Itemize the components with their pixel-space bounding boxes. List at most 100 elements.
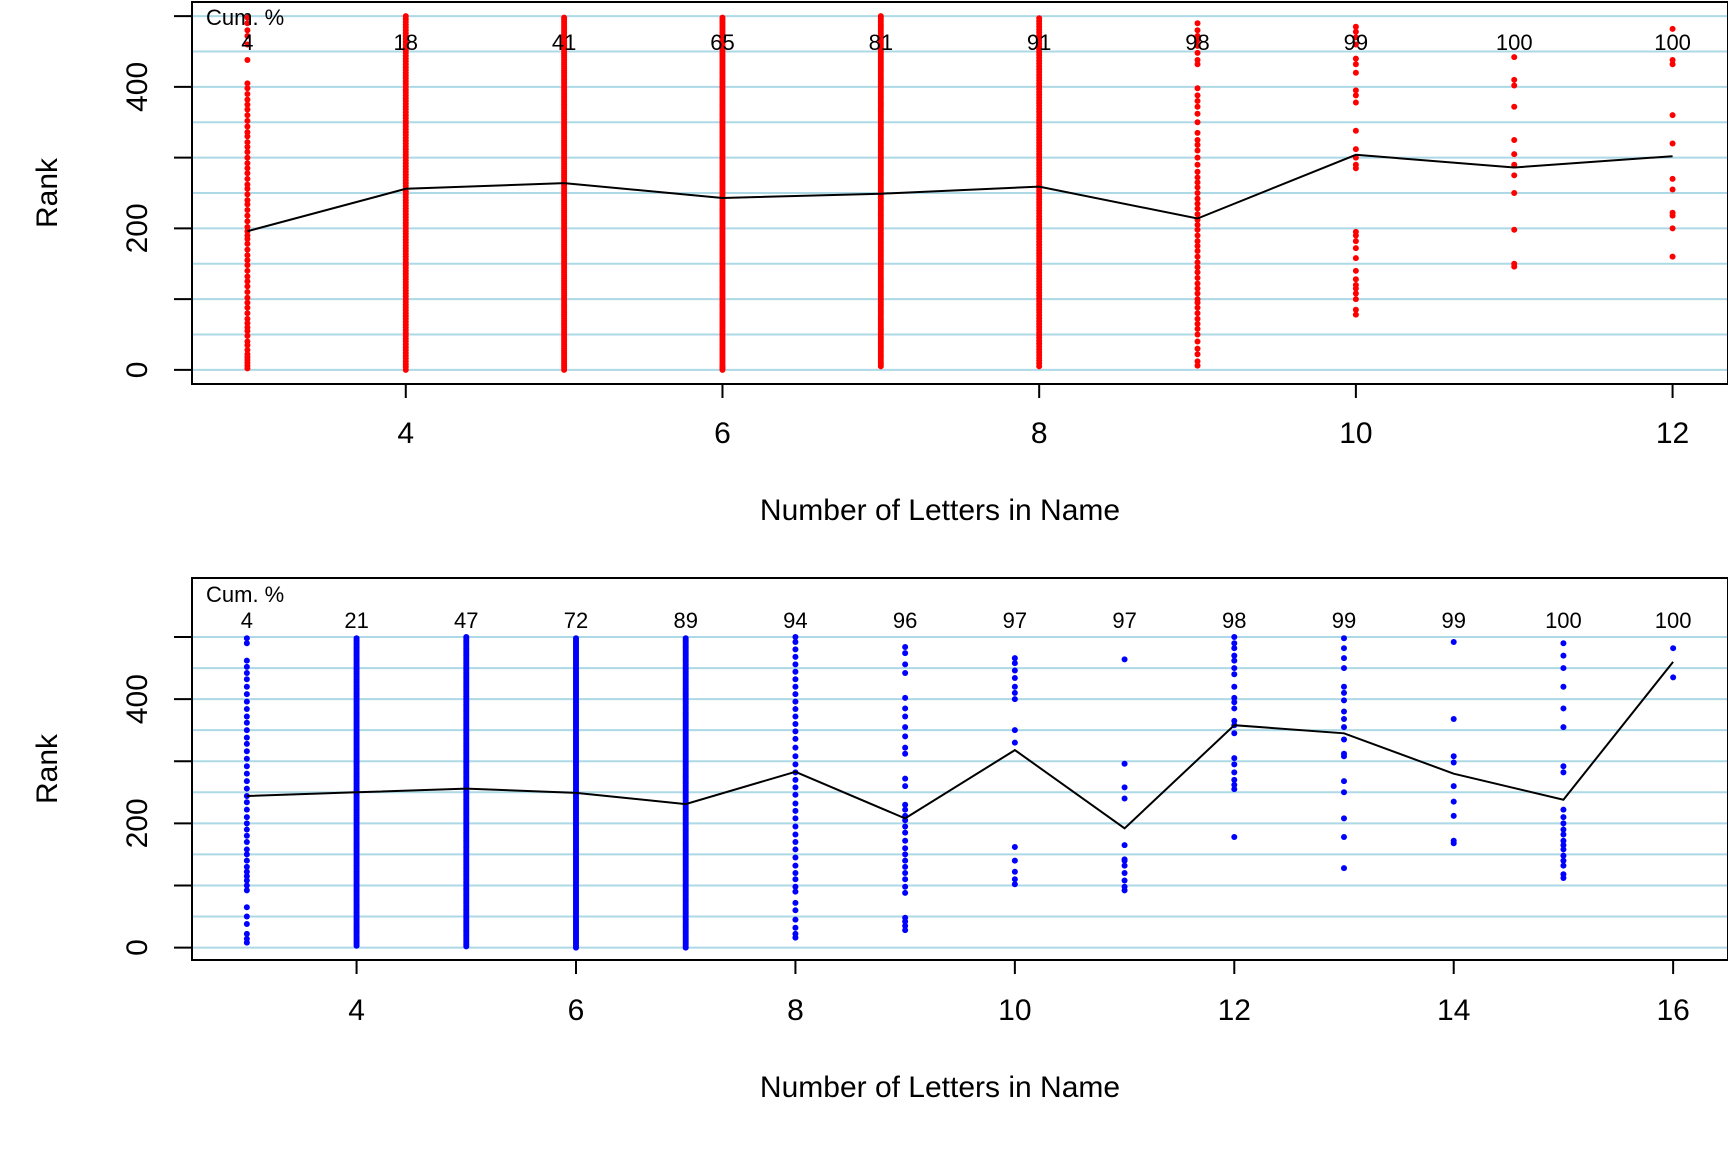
y-tick-label: 0	[121, 362, 154, 379]
data-point	[1560, 857, 1567, 864]
data-point	[1194, 184, 1201, 191]
data-point	[243, 838, 250, 845]
data-point	[243, 740, 250, 747]
data-point	[244, 278, 251, 285]
x-tick-label: 4	[348, 994, 365, 1027]
data-point	[1352, 255, 1359, 262]
data-point	[243, 793, 250, 800]
data-point	[1352, 127, 1359, 134]
data-point	[244, 289, 251, 296]
data-point	[1560, 724, 1567, 731]
data-point	[1560, 814, 1567, 821]
data-point	[792, 776, 799, 783]
data-point	[244, 320, 251, 327]
data-point	[244, 133, 251, 140]
y-tick-label: 200	[121, 203, 154, 253]
data-point	[244, 139, 251, 146]
data-point	[243, 832, 250, 839]
data-point	[244, 315, 251, 322]
data-point	[1450, 783, 1457, 790]
data-point	[1194, 211, 1201, 218]
mean-rank-line	[247, 153, 1673, 233]
data-point	[1231, 761, 1238, 768]
data-point	[244, 41, 251, 48]
data-point	[792, 831, 799, 838]
data-point	[877, 13, 884, 20]
data-point	[902, 829, 909, 836]
data-point	[243, 748, 250, 755]
data-point	[1231, 671, 1238, 678]
data-point	[1511, 151, 1518, 158]
data-point	[1341, 834, 1347, 841]
data-point	[1511, 172, 1518, 179]
data-point	[243, 698, 250, 705]
data-point	[244, 154, 251, 161]
data-point	[244, 101, 251, 108]
data-point	[244, 175, 251, 182]
data-point	[1341, 865, 1347, 872]
data-point	[243, 913, 250, 920]
data-point	[244, 144, 251, 151]
data-point	[1341, 736, 1347, 743]
data-point	[1121, 656, 1128, 663]
data-point	[1231, 769, 1238, 776]
data-point	[1194, 259, 1201, 266]
data-point	[243, 719, 250, 726]
data-point	[1011, 876, 1018, 883]
data-point	[792, 728, 799, 735]
x-tick-label: 6	[568, 994, 585, 1027]
data-point	[1352, 267, 1359, 274]
data-point	[243, 799, 250, 806]
data-point	[902, 889, 909, 896]
data-point	[1194, 168, 1201, 175]
cum-percent-label: 97	[1112, 608, 1136, 633]
data-point	[1194, 280, 1201, 287]
data-point	[792, 713, 799, 720]
data-point	[1669, 225, 1676, 232]
data-point	[902, 650, 909, 657]
data-point	[1194, 32, 1201, 39]
data-point	[244, 185, 251, 192]
cum-percent-label: 98	[1185, 30, 1209, 55]
data-point	[244, 246, 251, 253]
data-point	[792, 683, 799, 690]
plot-frame	[191, 577, 1728, 961]
data-point	[244, 324, 251, 331]
data-point	[244, 232, 251, 239]
data-point	[1341, 689, 1347, 696]
data-point	[1511, 103, 1518, 110]
data-point	[1194, 226, 1201, 233]
data-point	[1121, 795, 1128, 802]
data-point	[1194, 85, 1201, 92]
data-point	[1011, 667, 1018, 674]
data-point	[244, 347, 251, 354]
data-point	[1670, 674, 1677, 681]
data-point	[561, 14, 568, 21]
bottom-panel: 4 6 8 10 12 14 16 Number of Letters in Name 0 200…	[31, 577, 1728, 1104]
data-point	[792, 807, 799, 814]
cum-percent-label: 72	[564, 608, 588, 633]
data-point	[1352, 41, 1359, 48]
data-point	[1511, 76, 1518, 83]
data-point	[902, 870, 909, 877]
data-point	[1352, 87, 1359, 94]
data-point	[1121, 784, 1128, 791]
data-point	[792, 899, 799, 906]
data-point	[719, 364, 726, 371]
data-point	[463, 634, 470, 641]
data-point	[1560, 763, 1567, 770]
data-point	[244, 57, 251, 64]
data-point	[1669, 140, 1676, 147]
data-point	[1669, 209, 1676, 216]
data-point	[1231, 645, 1238, 652]
data-point	[243, 930, 250, 937]
x-tick-label: 8	[787, 994, 804, 1027]
data-point	[243, 851, 250, 858]
data-point	[353, 635, 360, 642]
data-point	[243, 785, 250, 792]
data-point	[244, 96, 251, 103]
data-point	[1341, 645, 1347, 652]
data-point	[244, 310, 251, 317]
data-point	[792, 653, 799, 660]
data-point	[1194, 285, 1201, 292]
